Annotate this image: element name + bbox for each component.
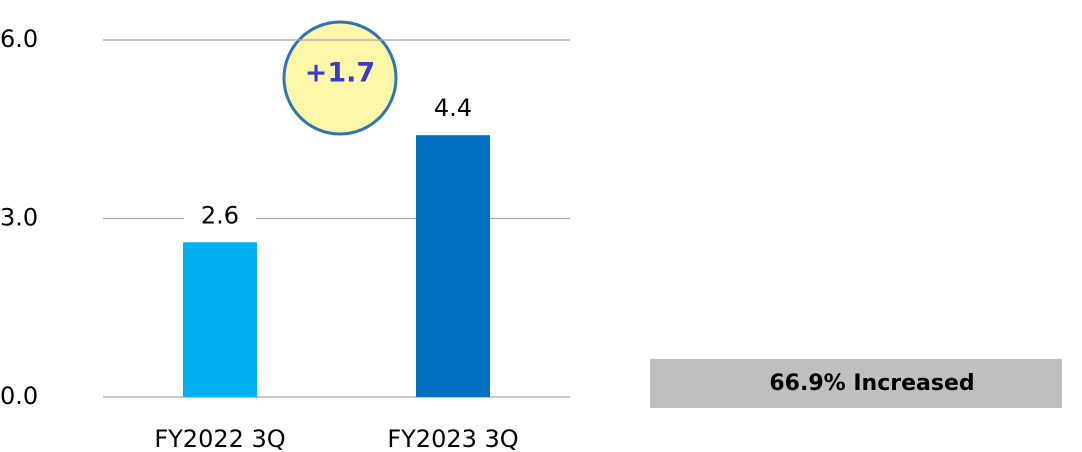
value-label-bg xyxy=(417,91,489,126)
value-label-bg xyxy=(184,198,256,233)
y-tick-label: 0.0 xyxy=(0,382,38,410)
bar xyxy=(183,242,257,397)
value-label: 2.6 xyxy=(201,201,239,229)
increase-label: 66.9% Increased xyxy=(769,371,974,396)
x-tick-label: FY2023 3Q xyxy=(387,425,518,452)
value-label: 4.4 xyxy=(434,94,472,122)
x-tick-label: FY2022 3Q xyxy=(154,425,285,452)
y-tick-label: 6.0 xyxy=(0,25,38,53)
bar xyxy=(416,135,490,397)
increase-box xyxy=(650,359,1062,408)
y-tick-label: 3.0 xyxy=(0,204,38,232)
difference-label: +1.7 xyxy=(305,58,375,89)
difference-badge xyxy=(282,20,398,136)
